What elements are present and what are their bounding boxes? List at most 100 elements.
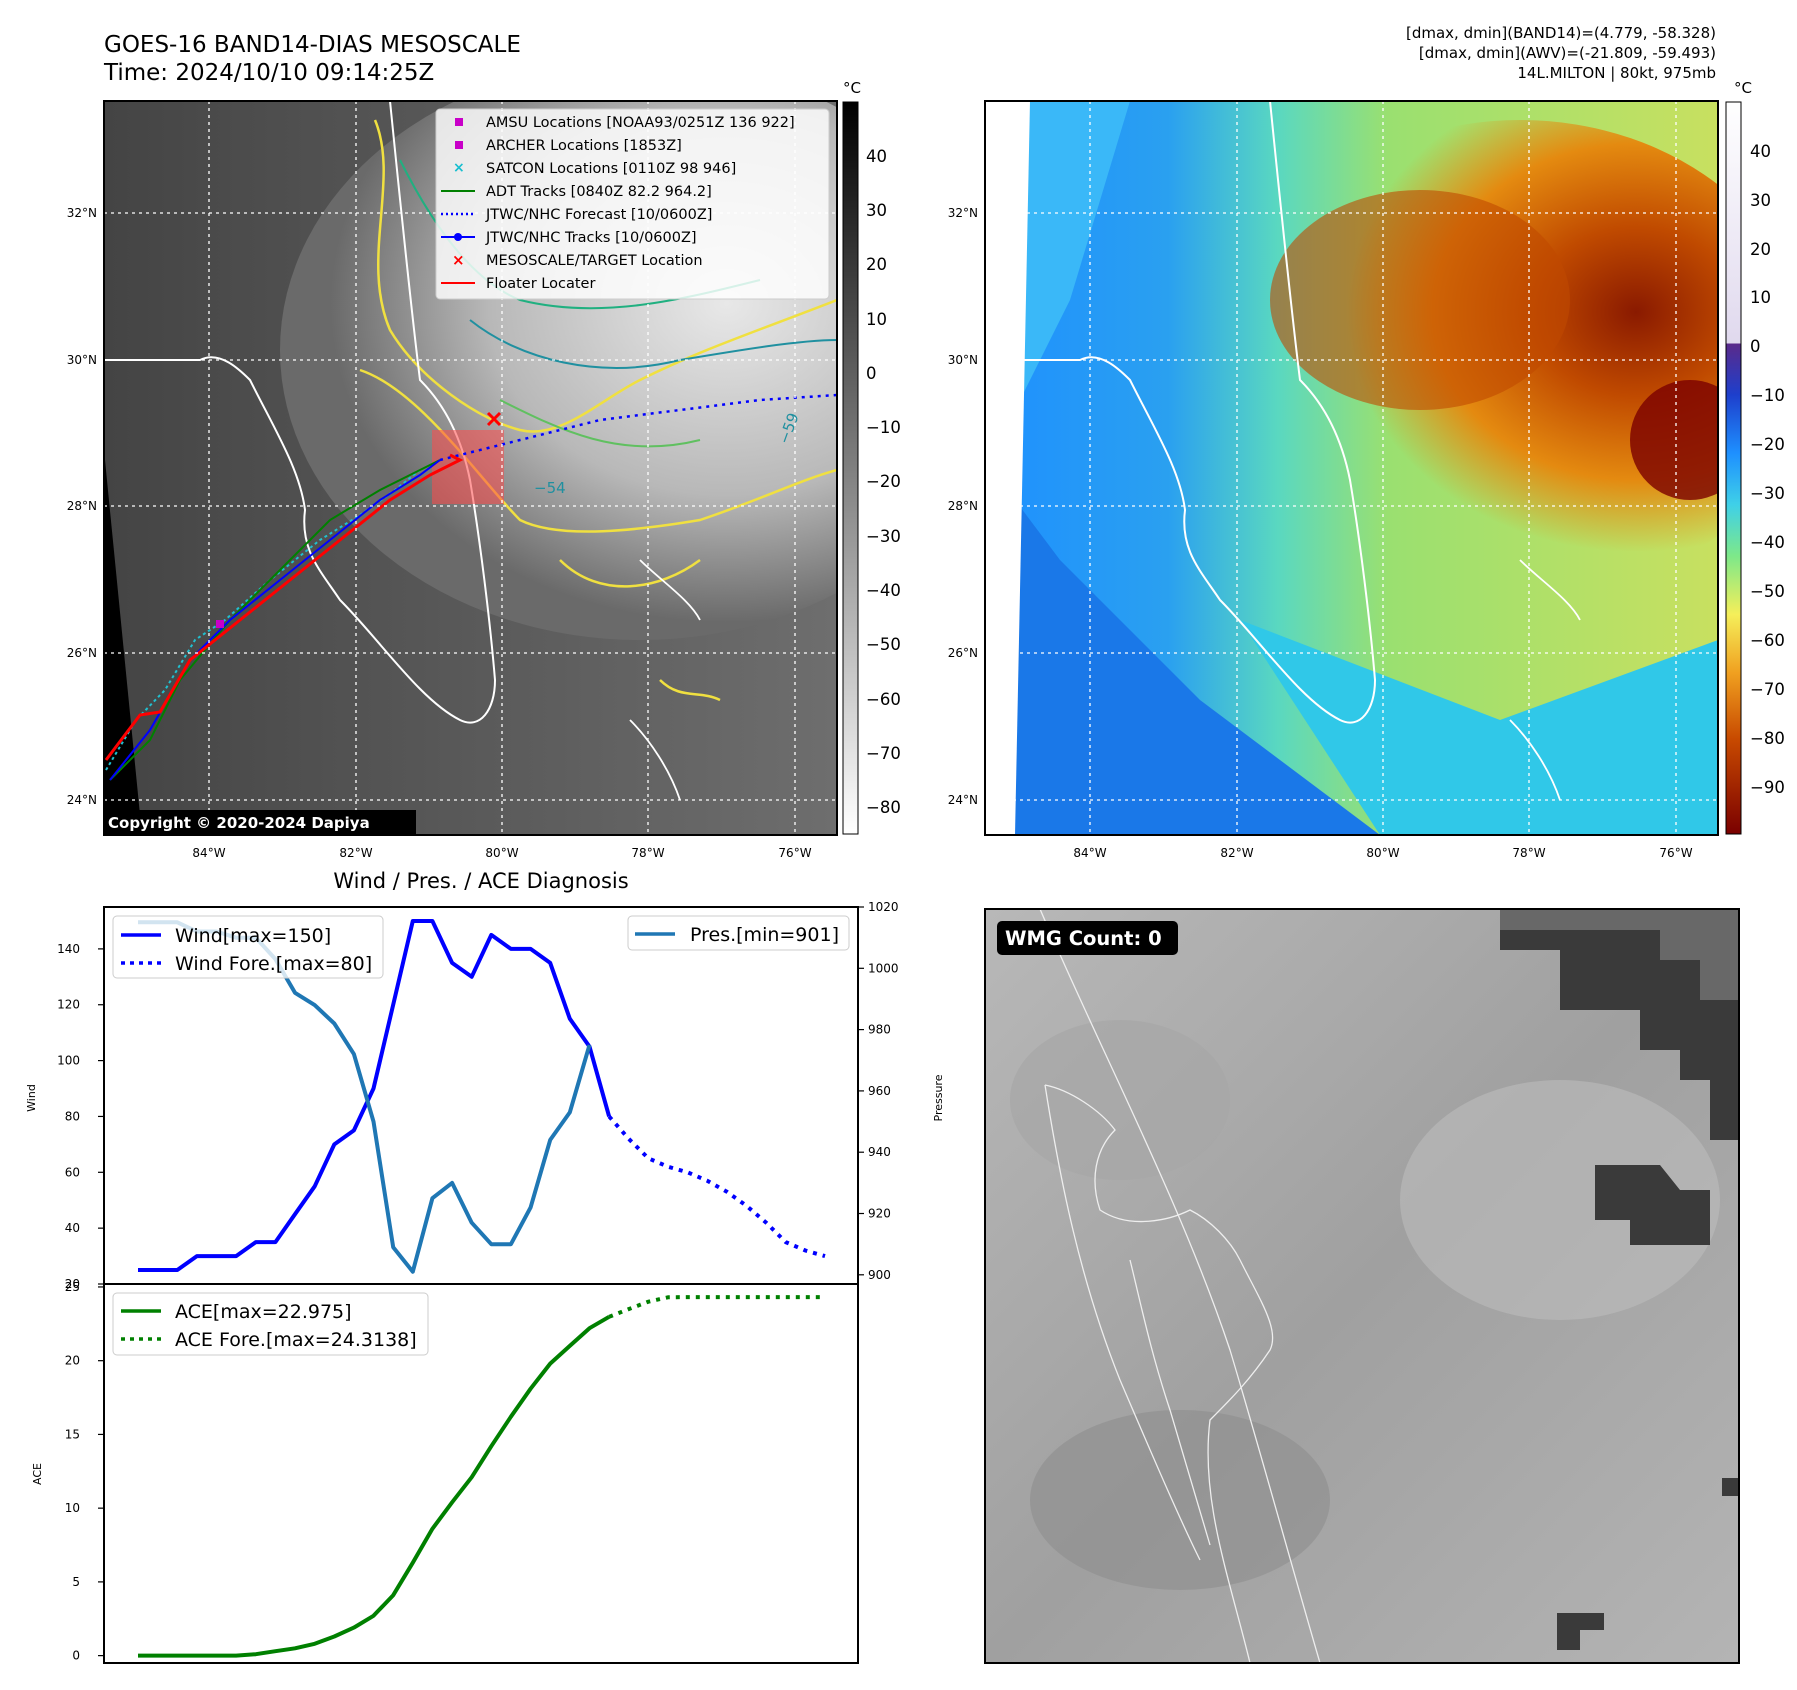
legend-archer-icon xyxy=(455,141,463,149)
pressure-ylabel: Pressure xyxy=(932,1074,945,1121)
cbl-tick-20: 20 xyxy=(866,255,887,274)
map-legend-box xyxy=(435,108,830,300)
cbl-tick-m50: −50 xyxy=(866,635,901,654)
legend-tracks-label: JTWC/NHC Tracks [10/0600Z] xyxy=(485,230,697,246)
cbr-tick-m90: −90 xyxy=(1750,778,1785,797)
ace-series-line xyxy=(138,1315,611,1658)
cbr-tick-m40: −40 xyxy=(1750,533,1785,552)
wmg-block-mid xyxy=(1595,1165,1710,1245)
wmg-count-box xyxy=(997,921,1178,955)
cbl-tick-30: 30 xyxy=(866,201,887,220)
wind-series-line xyxy=(138,919,612,1272)
amsu-location xyxy=(216,620,224,628)
contour-yellow-2 xyxy=(359,368,837,533)
wmg-block-top xyxy=(1245,909,1739,1140)
map-awv-lon-labels: 84°W 82°W 80°W 78°W 76°W xyxy=(1073,846,1692,860)
legend-satcon-label: SATCON Locations [0110Z 98 946] xyxy=(486,161,736,177)
ace-legend-box xyxy=(112,1292,429,1356)
legend-ace-fore-label: ACE Fore.[max=24.3138] xyxy=(175,1329,417,1351)
cbr-tick-m50: −50 xyxy=(1750,582,1785,601)
legend-wind-label: Wind[max=150] xyxy=(175,925,331,947)
awv-lat-label-30: 30°N xyxy=(948,353,978,367)
legend-floater-label: Floater Locater xyxy=(486,276,595,292)
ace-ytick-label: 5 xyxy=(72,1575,80,1589)
stats-storm: 14L.MILTON | 80kt, 975mb xyxy=(1517,64,1716,82)
wmg-dark-patch xyxy=(1030,1410,1330,1590)
map-band14-lon-labels: 84°W 82°W 80°W 78°W 76°W xyxy=(192,846,811,860)
legend-target-icon: × xyxy=(452,251,465,269)
map-awv-frame xyxy=(984,100,1719,836)
contour-yellow-3 xyxy=(559,558,701,588)
cbr-tick-m80: −80 xyxy=(1750,729,1785,748)
lat-label-26: 26°N xyxy=(67,646,97,660)
map-awv-storm-core xyxy=(1270,190,1570,410)
legend-archer-label: ARCHER Locations [1853Z] xyxy=(486,138,682,154)
map-awv-gridlines xyxy=(985,101,1718,835)
legend-wind-fore-label: Wind Fore.[max=80] xyxy=(175,953,372,975)
map-awv-deep-dry xyxy=(985,460,1380,835)
colorbar-band14-ticks: 40 30 20 10 0 −10 −20 −30 −40 −50 −60 −7… xyxy=(866,147,901,817)
lat-label-32: 32°N xyxy=(67,206,97,220)
legend-pres-label: Pres.[min=901] xyxy=(690,924,839,946)
cbr-tick-10: 10 xyxy=(1750,288,1771,307)
wind-ytick-label: 140 xyxy=(57,942,80,956)
wmg-island-outline xyxy=(1129,1259,1211,1546)
ace-ytick-label: 15 xyxy=(65,1427,80,1441)
floater-track xyxy=(104,453,464,761)
cbr-tick-m20: −20 xyxy=(1750,435,1785,454)
pressure-ytick-label: 1000 xyxy=(868,961,899,975)
wmg-block-top-grey xyxy=(1500,909,1739,1000)
ace-forecast-series-line xyxy=(608,1295,825,1319)
ace-ytick-label: 0 xyxy=(72,1649,80,1663)
contour-green xyxy=(499,399,701,448)
wmg-coastline xyxy=(1039,909,1321,1663)
cbl-tick-m70: −70 xyxy=(866,744,901,763)
wmg-light-patch xyxy=(1400,1080,1720,1320)
map-awv-coastline xyxy=(985,101,1377,724)
stats-band14: [dmax, dmin](BAND14)=(4.779, -58.328) xyxy=(1406,24,1716,42)
cbl-tick-m10: −10 xyxy=(866,418,901,437)
lon-label-80: 80°W xyxy=(485,846,518,860)
legend-adt-label: ADT Tracks [0840Z 82.2 964.2] xyxy=(486,184,712,200)
pressure-ytick-label: 980 xyxy=(868,1023,891,1037)
cbr-tick-20: 20 xyxy=(1750,240,1771,259)
wmg-block-bottom xyxy=(1557,1613,1604,1650)
ace-ytick-label: 20 xyxy=(65,1354,80,1368)
map-band14-island-2 xyxy=(629,719,681,801)
map-awv-lat-labels: 32°N 30°N 28°N 26°N 24°N xyxy=(948,206,978,807)
cbr-tick-m70: −70 xyxy=(1750,680,1785,699)
wmg-panel: WMG Count: 0 xyxy=(984,908,1740,1664)
cbl-tick-m60: −60 xyxy=(866,690,901,709)
pressure-ytick-label: 960 xyxy=(868,1084,891,1098)
diagnosis-title: Wind / Pres. / ACE Diagnosis xyxy=(333,869,628,893)
cbl-tick-10: 10 xyxy=(866,310,887,329)
wmg-frame xyxy=(984,908,1740,1664)
awv-lon-label-76: 76°W xyxy=(1659,846,1692,860)
wind-ytick-label: 100 xyxy=(57,1054,80,1068)
wmg-mid-patch xyxy=(1010,1020,1230,1180)
awv-lon-label-84: 84°W xyxy=(1073,846,1106,860)
pressure-ytick-label: 940 xyxy=(868,1145,891,1159)
pressure-ytick-label: 900 xyxy=(868,1268,891,1282)
cbl-tick-40: 40 xyxy=(866,147,887,166)
lon-label-76: 76°W xyxy=(778,846,811,860)
colorbar-awv: °C 40 30 20 10 0 −10 −20 −30 −40 −50 −60… xyxy=(1725,79,1785,835)
ace-ylabel: ACE xyxy=(31,1463,44,1485)
wind-pressure-chart: Wind / Pres. / ACE Diagnosis Wind Pressu… xyxy=(25,869,945,1291)
wind-ytick-label: 120 xyxy=(57,998,80,1012)
pressure-yticks: 900 920 940 960 980 1000 1020 xyxy=(858,900,899,1282)
legend-amsu-label: AMSU Locations [NOAA93/0251Z 136 922] xyxy=(486,115,795,131)
lat-label-24: 24°N xyxy=(67,793,97,807)
map-band14-coastline xyxy=(104,101,497,724)
wmg-lagoon-outline xyxy=(1044,1084,1274,1663)
legend-forecast-label: JTWC/NHC Forecast [10/0600Z] xyxy=(485,207,712,223)
cbr-tick-30: 30 xyxy=(1750,191,1771,210)
contour-yellow-4 xyxy=(659,679,721,702)
awv-lon-label-82: 82°W xyxy=(1220,846,1253,860)
awv-lon-label-80: 80°W xyxy=(1366,846,1399,860)
colorbar-band14-unit: °C xyxy=(843,79,861,97)
pressure-ytick-label: 1020 xyxy=(868,900,899,914)
map-band14-nodata-wedge xyxy=(104,450,142,835)
